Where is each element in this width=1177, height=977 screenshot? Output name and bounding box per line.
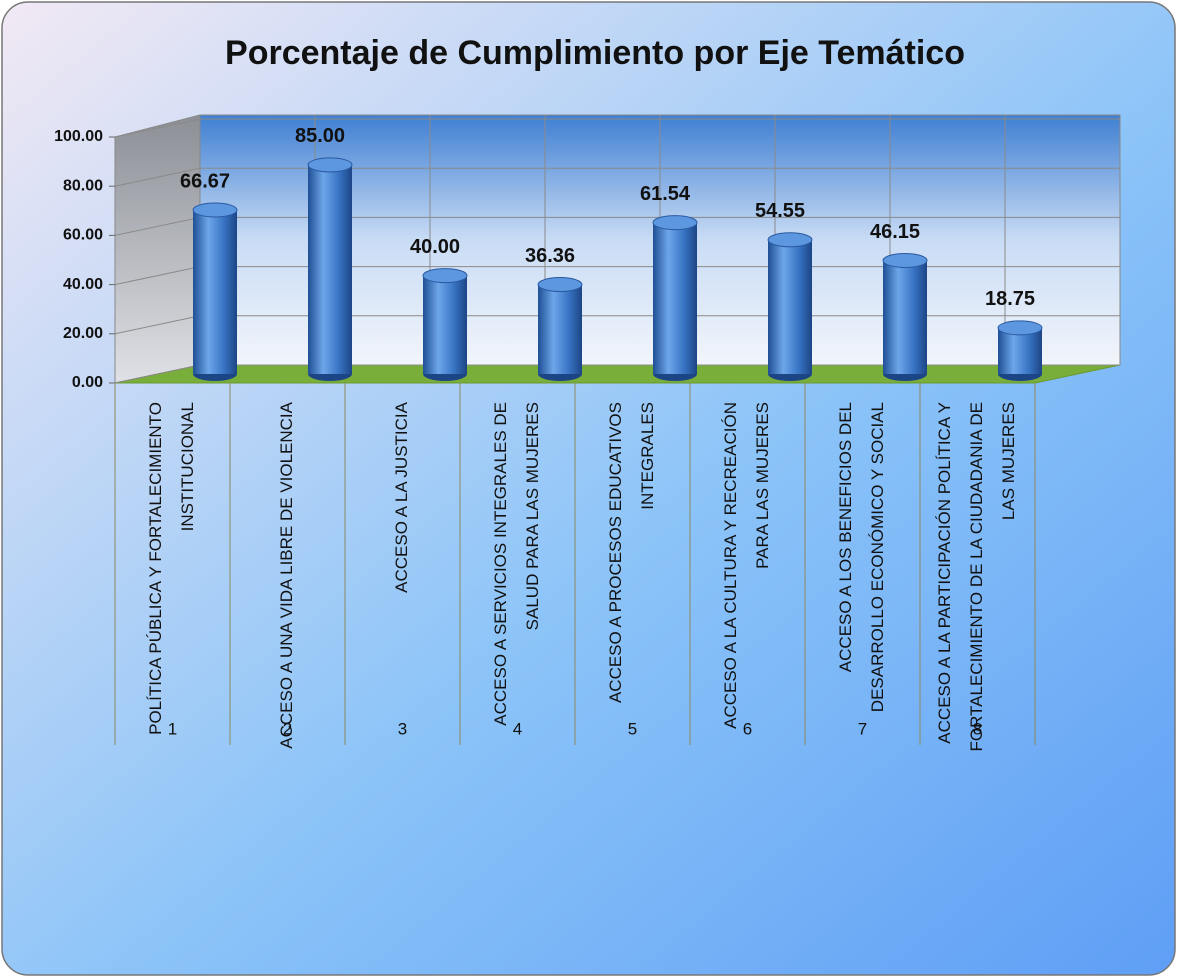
side-wall	[114, 114, 201, 384]
chart-title: Porcentaje de Cumplimiento por Eje Temát…	[225, 34, 965, 72]
y-tick-label: 80.00	[63, 177, 103, 194]
category-number: 7	[858, 719, 867, 738]
bar-top	[767, 232, 813, 248]
data-label: 61.54	[640, 183, 691, 205]
x-tick-label: ACCESO A LA CULTURA Y RECREACIÓN	[721, 402, 740, 729]
bar	[767, 232, 813, 381]
category-number: 3	[398, 719, 407, 738]
category-number: 1	[168, 719, 177, 738]
data-label: 66.67	[180, 170, 230, 192]
bar	[192, 202, 238, 381]
x-tick-label: ACCESO A SERVICIOS INTEGRALES DE	[491, 402, 510, 726]
grid-line	[114, 266, 201, 286]
x-tick-label: ACCESO A PROCESOS EDUCATIVOS	[606, 402, 625, 703]
grid-line	[114, 167, 201, 187]
category-number: 2	[283, 719, 292, 738]
bar	[997, 320, 1043, 381]
y-tick-label: 20.00	[63, 325, 103, 342]
grid-line	[114, 118, 201, 138]
x-tick-label: INSTITUCIONAL	[178, 402, 197, 531]
grid-line	[114, 315, 201, 335]
bar-top	[882, 252, 928, 268]
category-number: 8	[973, 719, 982, 738]
bar	[307, 157, 353, 381]
y-tick-label: 100.00	[54, 128, 103, 145]
data-label: 46.15	[870, 221, 920, 243]
x-tick-label: PARA LAS MUJERES	[753, 402, 772, 569]
x-tick-label: LAS MUJERES	[999, 402, 1018, 520]
floor	[114, 364, 1121, 384]
data-label: 36.36	[525, 245, 575, 267]
data-label: 18.75	[985, 288, 1035, 310]
x-tick-label: SALUD PARA LAS MUJERES	[523, 402, 542, 630]
data-label: 40.00	[410, 236, 460, 258]
y-tick-label: 60.00	[63, 227, 103, 244]
bar-body	[193, 209, 237, 374]
bar	[537, 277, 583, 381]
data-label: 85.00	[295, 125, 345, 147]
bar	[422, 268, 468, 381]
category-number: 6	[743, 719, 752, 738]
x-tick-label: ACCESO A UNA VIDA LIBRE DE VIOLENCIA	[277, 401, 296, 748]
bar-body	[653, 222, 697, 374]
x-tick-label: ACCESO A LA PARTICIPACIÓN POLÍTICA Y	[935, 402, 954, 744]
y-tick-label: 40.00	[63, 276, 103, 293]
bar-top	[652, 215, 698, 231]
x-tick-label: ACCESO A LOS BENEFICIOS DEL	[836, 402, 855, 672]
bar-top	[422, 268, 468, 284]
x-tick-label: DESARROLLO ECONÓMICO Y SOCIAL	[868, 402, 887, 712]
bar-body	[308, 164, 352, 374]
bar-body	[538, 284, 582, 374]
x-tick-label: FORTALECIMIENTO DE LA CIUDADANIA DE	[967, 402, 986, 752]
x-tick-label: INTEGRALES	[638, 402, 657, 510]
category-number: 5	[628, 719, 637, 738]
bar-body	[768, 239, 812, 374]
bar-top	[192, 202, 238, 218]
bar	[652, 215, 698, 381]
grid-line	[114, 216, 201, 236]
x-tick-label: ACCESO A LA JUSTICIA	[392, 401, 411, 593]
y-tick-label: 0.00	[72, 374, 103, 391]
bar-top	[997, 320, 1043, 336]
bar	[882, 252, 928, 381]
category-number: 4	[513, 719, 522, 738]
grid-line	[114, 364, 201, 384]
bar-top	[307, 157, 353, 173]
bar-body	[423, 275, 467, 374]
bar-body	[883, 260, 927, 374]
x-tick-label: POLÍTICA PÚBLICA Y FORTALECIMIENTO	[146, 402, 165, 735]
bar-body	[998, 327, 1042, 374]
bar-top	[537, 277, 583, 293]
data-label: 54.55	[755, 200, 805, 222]
